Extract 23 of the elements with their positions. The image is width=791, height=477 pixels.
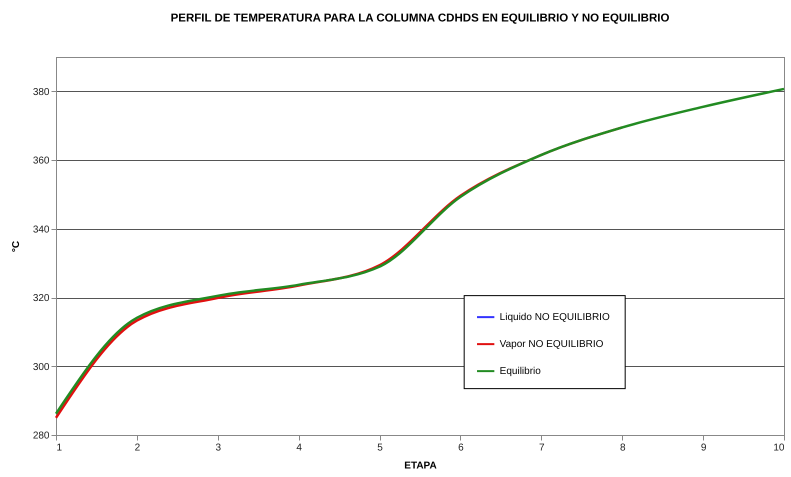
- line-series: [54, 88, 786, 415]
- y-tick-label: 380: [32, 86, 50, 98]
- y-tick-label: 280: [32, 430, 50, 442]
- y-tick-label: 300: [32, 362, 50, 373]
- x-axis-title: ETAPA: [404, 460, 437, 472]
- legend-label: Equilibrio: [500, 366, 542, 378]
- x-tick-label: 3: [215, 442, 222, 454]
- x-tick-label: 10: [773, 442, 785, 454]
- y-axis-title: °C: [10, 240, 22, 252]
- x-tick-label: 7: [539, 442, 546, 454]
- x-tick-label: 2: [134, 442, 141, 454]
- legend-label: Vapor NO EQUILIBRIO: [500, 339, 604, 350]
- y-tick-label: 360: [32, 156, 50, 167]
- x-tick-label: 1: [56, 442, 62, 454]
- x-tick-label: 4: [296, 442, 302, 454]
- x-tick-label: 5: [377, 442, 384, 454]
- x-tick-label: 8: [620, 442, 626, 454]
- x-tick-label: 6: [458, 442, 464, 454]
- y-tick-label: 320: [32, 293, 50, 304]
- chart-title: PERFIL DE TEMPERATURA PARA LA COLUMNA CDHDS EN EQUILIBRIO Y NO EQUILIBRIO: [170, 12, 670, 24]
- legend-label: Liquido NO EQUILIBRIO: [500, 312, 610, 324]
- y-tick-label: 340: [32, 224, 50, 236]
- x-tick-label: 9: [700, 442, 707, 454]
